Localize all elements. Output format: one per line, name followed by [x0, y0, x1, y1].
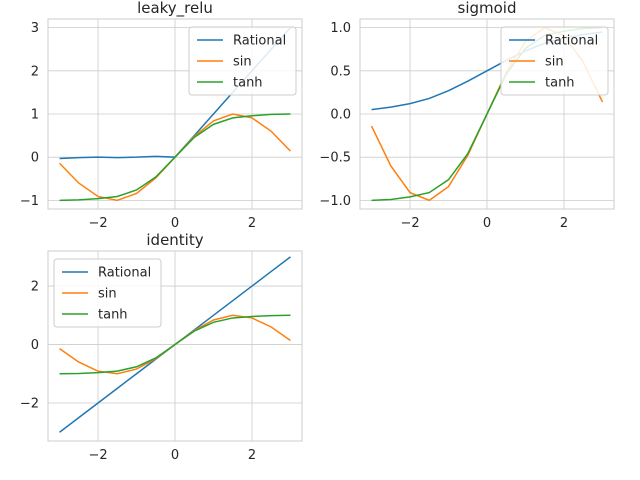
legend-label: sin	[545, 55, 564, 70]
subplot-sigmoid: −2 0 2 −1.0 −0.5 0.0 0.5 1.0 sigmoid Rational sin t…	[319, 0, 615, 231]
chart-title: sigmoid	[458, 0, 517, 17]
y-tick-label: −0.5	[319, 151, 351, 166]
x-tick-label: −2	[88, 448, 107, 463]
legend-label: tanh	[545, 76, 575, 91]
legend-label: tanh	[98, 308, 128, 323]
x-tick-label: −2	[88, 216, 107, 231]
y-tick-label: −1	[20, 194, 39, 209]
x-tick-label: 2	[560, 216, 568, 231]
legend-label: Rational	[545, 34, 598, 49]
y-tick-label: 2	[31, 64, 39, 79]
x-tick-label: 2	[248, 448, 256, 463]
chart-title: identity	[146, 231, 203, 249]
legend-label: sin	[233, 55, 252, 70]
x-tick-label: 0	[171, 448, 179, 463]
axes-frame	[47, 18, 303, 210]
legend-label: Rational	[98, 266, 151, 281]
y-tick-label: 3	[31, 21, 39, 36]
y-tick-label: −1.0	[319, 194, 351, 209]
legend-label: sin	[98, 287, 117, 302]
legend: Rational sin tanh	[188, 26, 297, 96]
legend-label: Rational	[233, 34, 286, 49]
y-tick-label: 0	[31, 151, 39, 166]
y-tick-label: 0	[31, 338, 39, 353]
legend-frame	[500, 26, 609, 96]
y-tick-label: −2	[20, 397, 39, 412]
x-tick-label: 0	[171, 216, 179, 231]
subplot-leaky-relu: −2 0 2 −1 0 1 2 3 leaky_relu Rational sin tanh	[20, 0, 303, 231]
x-tick-label: 0	[483, 216, 491, 231]
legend: Rational sin tanh	[53, 258, 162, 328]
legend-frame	[53, 258, 162, 328]
legend: Rational sin tanh	[500, 26, 609, 96]
y-tick-label: 1.0	[330, 21, 351, 36]
chart-title: leaky_relu	[137, 0, 213, 18]
axes-frame	[47, 250, 303, 442]
axes-frame	[359, 18, 615, 210]
y-tick-label: 1	[31, 108, 39, 123]
y-tick-label: 0.5	[330, 64, 351, 79]
series-line-tanh	[59, 113, 291, 202]
x-tick-label: −2	[400, 216, 419, 231]
subplot-identity: −2 0 2 −2 0 2 identity Rational sin tanh	[20, 231, 303, 463]
y-tick-label: 0.0	[330, 108, 351, 123]
legend-label: tanh	[233, 76, 263, 91]
series-line-tanh	[59, 314, 291, 375]
legend-frame	[188, 26, 297, 96]
x-tick-label: 2	[248, 216, 256, 231]
y-tick-label: 2	[31, 280, 39, 295]
